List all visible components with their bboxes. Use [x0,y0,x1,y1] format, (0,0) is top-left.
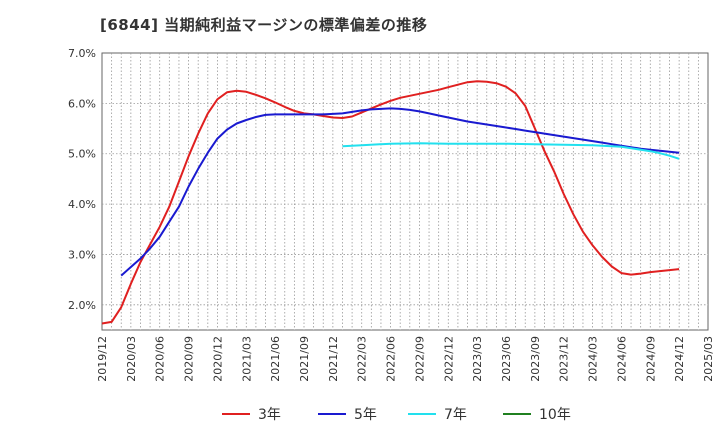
x-tick-label: 2020/12 [211,336,224,382]
x-tick-label: 2022/09 [413,336,426,382]
plot-area [101,52,709,331]
y-tick-label: 7.0% [68,47,96,60]
x-tick-label: 2024/09 [644,336,657,382]
x-tick-label: 2021/03 [240,336,253,382]
series-line-1 [101,80,680,325]
x-tick-label: 2022/06 [385,336,398,382]
y-tick-label: 5.0% [68,148,96,161]
series-line-2 [120,107,680,277]
x-tick-label: 2019/12 [96,336,109,382]
x-tick-label: 2021/09 [298,336,311,382]
x-tick-label: 2020/09 [183,336,196,382]
series-line-3 [342,142,680,160]
y-tick-label: 6.0% [68,97,96,110]
chart-title: [6844] 当期純利益マージンの標準偏差の推移 [100,16,428,34]
legend-label: 3年 [258,407,281,423]
x-tick-label: 2022/03 [356,336,369,382]
x-tick-label: 2023/09 [529,336,542,382]
x-tick-label: 2023/06 [500,336,513,382]
legend-label: 10年 [539,407,571,423]
x-tick-label: 2022/12 [442,336,455,382]
y-tick-label: 4.0% [68,198,96,211]
x-tick-label: 2021/06 [269,336,282,382]
y-tick-label: 3.0% [68,248,96,261]
x-tick-label: 2023/12 [558,336,571,382]
y-tick-label: 2.0% [68,299,96,312]
x-tick-label: 2024/06 [615,336,628,382]
x-tick-label: 2021/12 [327,336,340,382]
x-tick-label: 2024/12 [673,336,686,382]
legend-label: 7年 [444,407,467,423]
x-tick-label: 2024/03 [587,336,600,382]
x-tick-label: 2023/03 [471,336,484,382]
x-tick-label: 2025/03 [702,336,715,382]
legend-label: 5年 [354,407,377,423]
x-tick-label: 2020/06 [154,336,167,382]
x-tick-label: 2020/03 [125,336,138,382]
